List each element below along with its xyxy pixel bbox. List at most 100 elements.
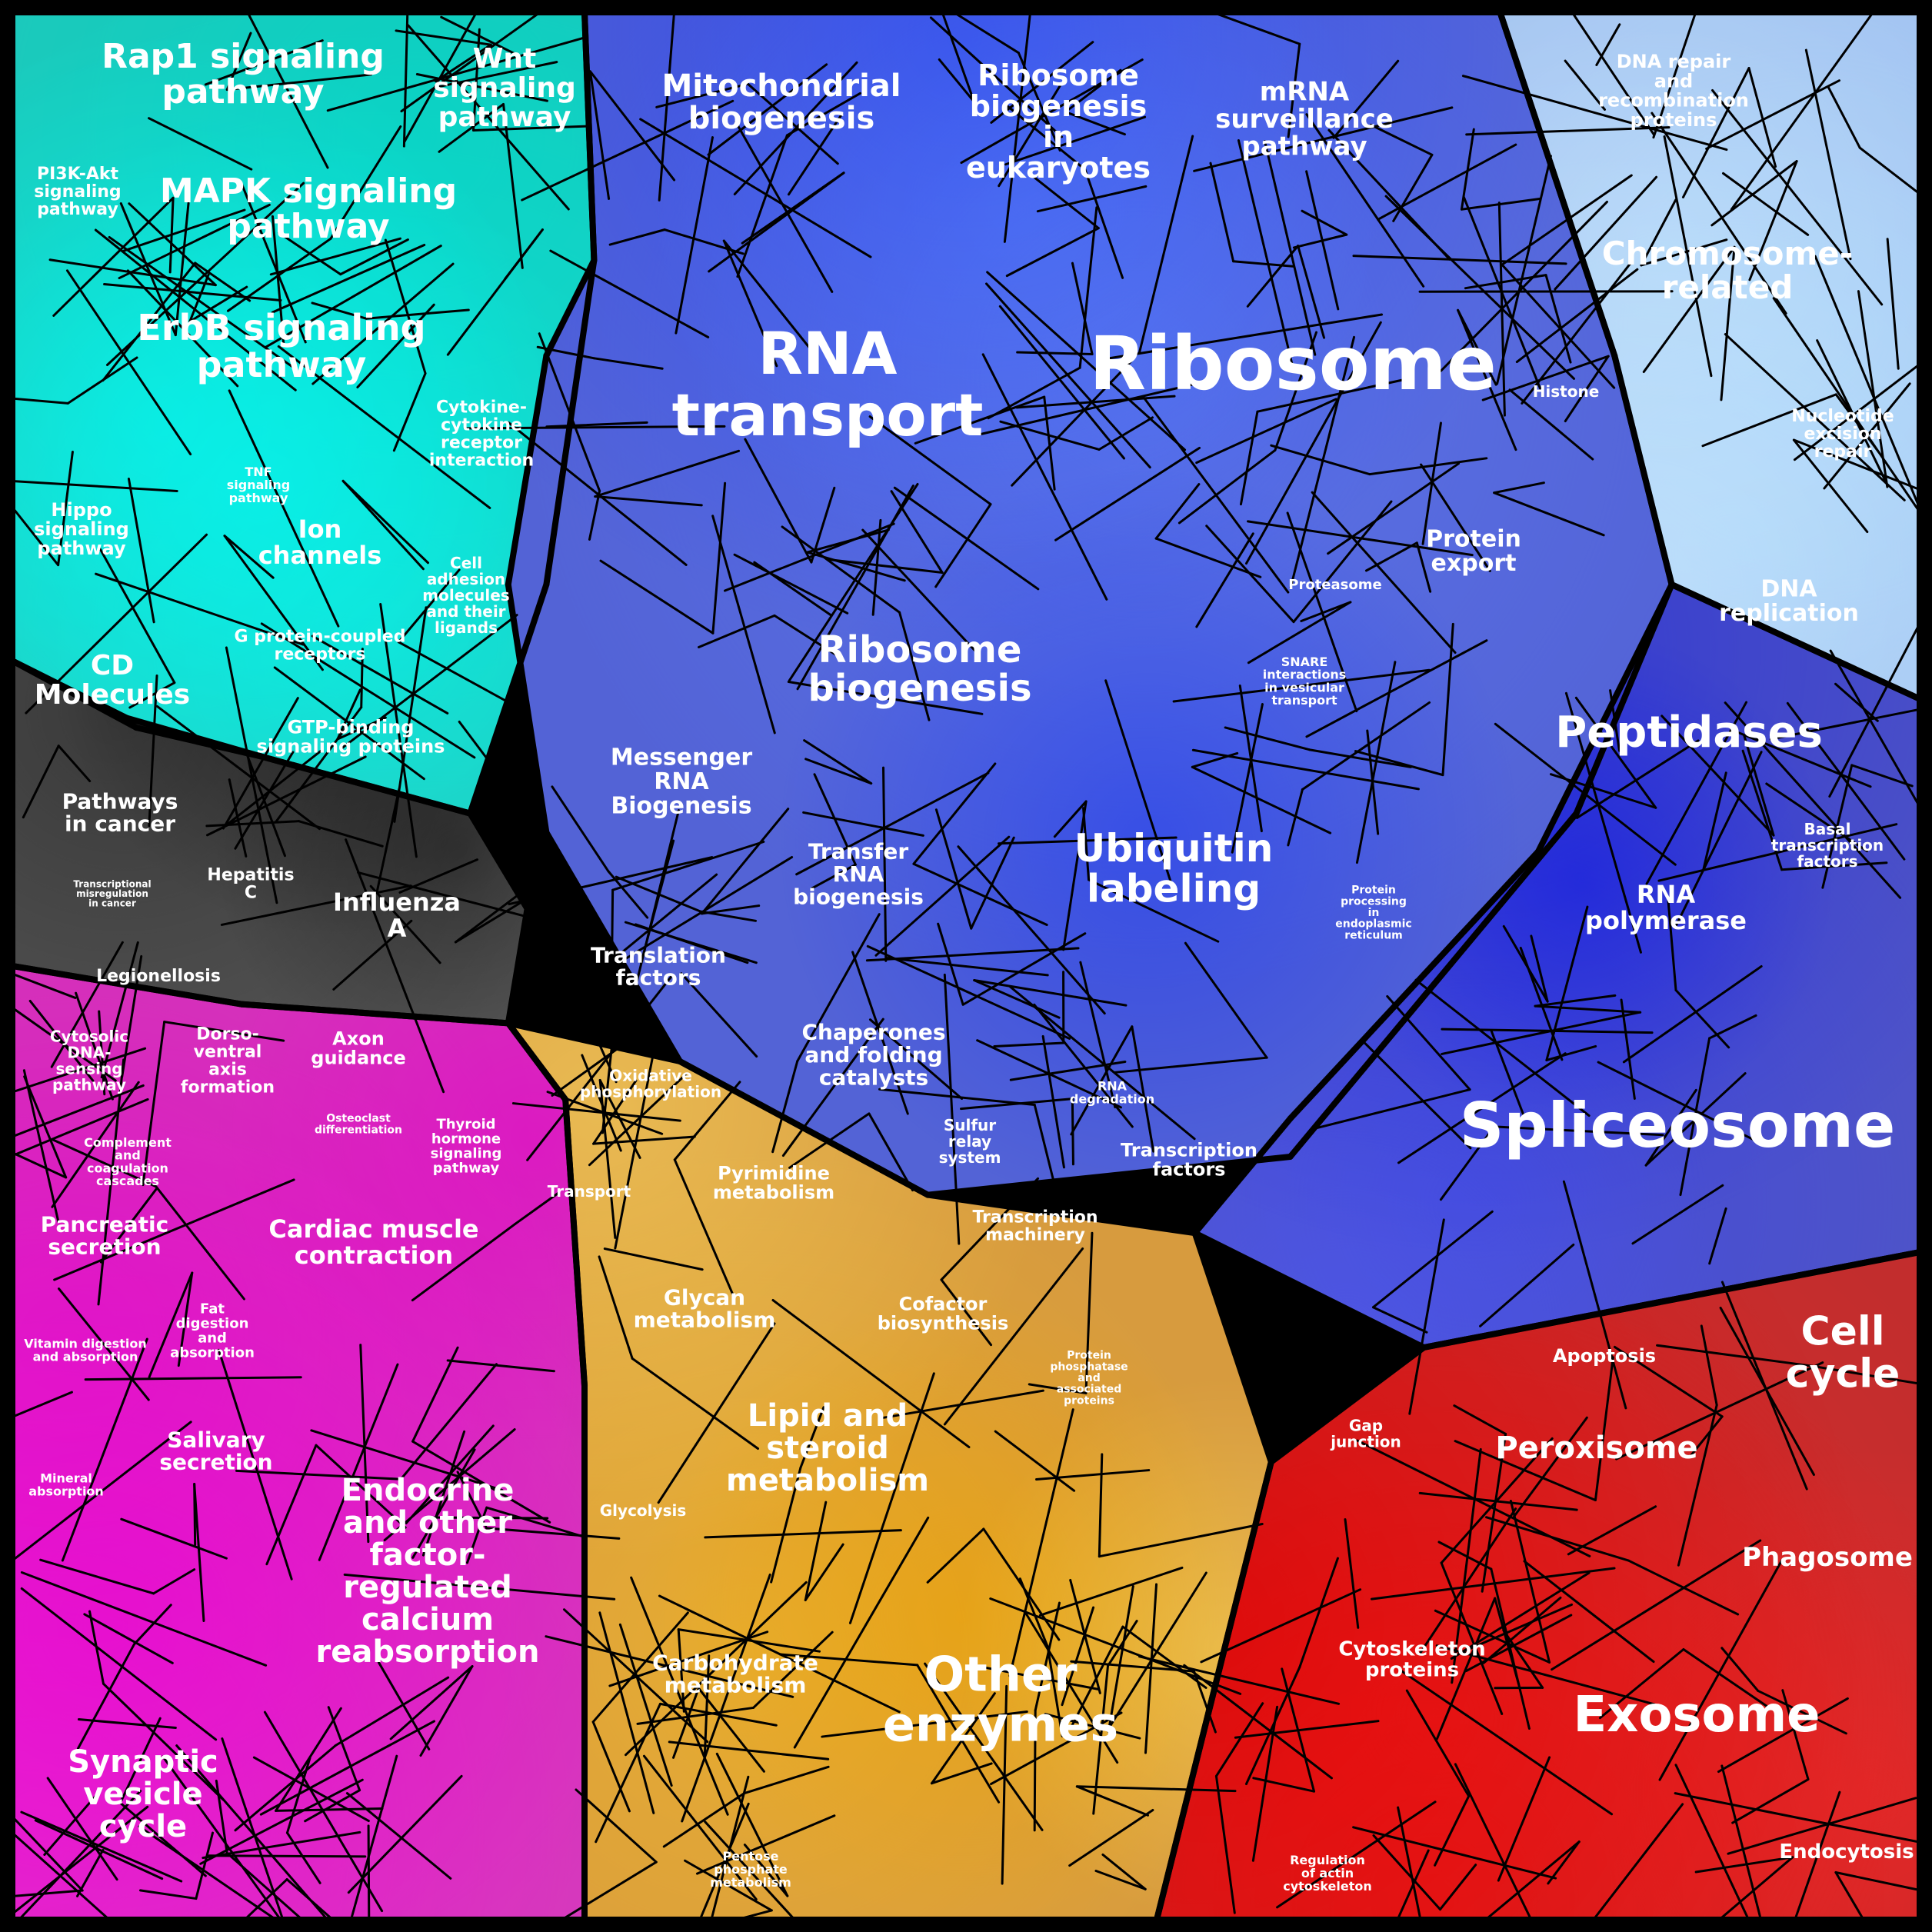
label-cell-cycle-5: proteins bbox=[1365, 1659, 1459, 1682]
label-physiology-4: hormone bbox=[431, 1131, 501, 1148]
label-physiology-0: pathway bbox=[52, 1076, 126, 1094]
label-rna-ribosome-12: endoplasmic bbox=[1335, 918, 1411, 931]
label-physiology-13: cycle bbox=[99, 1809, 187, 1844]
label-rna-ribosome-1: eukaryotes bbox=[966, 151, 1151, 185]
label-rna-ribosome-13: factors bbox=[616, 965, 701, 991]
label-rna-ribosome-9: RNA bbox=[654, 768, 709, 795]
label-signaling-11: CD bbox=[91, 650, 134, 681]
label-signaling-0: pathway bbox=[162, 72, 324, 112]
label-signaling-8: channels bbox=[258, 541, 382, 570]
label-rna-ribosome-12: reticulum bbox=[1344, 929, 1403, 941]
label-rna-ribosome-14: and folding bbox=[804, 1042, 942, 1068]
label-physiology-9: and absorption bbox=[33, 1349, 138, 1364]
label-rna-ribosome-2: surveillance bbox=[1215, 104, 1394, 135]
label-cell-cycle-1: Cell bbox=[1800, 1309, 1884, 1355]
label-physiology-11: absorption bbox=[28, 1484, 104, 1498]
label-metabolism-5: associated bbox=[1057, 1384, 1122, 1396]
label-rna-ribosome-2: mRNA bbox=[1260, 76, 1350, 107]
label-chromosome-dna-3: excision bbox=[1804, 425, 1881, 444]
overlay-svg: Rap1 signalingpathwayWntsignalingpathway… bbox=[12, 12, 1920, 1920]
label-physiology-2: Axon bbox=[332, 1028, 385, 1049]
label-signaling-7: Hippo bbox=[51, 499, 112, 521]
label-physiology-10: secretion bbox=[159, 1450, 272, 1475]
label-chromosome-dna-3: repair bbox=[1814, 442, 1872, 461]
label-metabolism-3: metabolism bbox=[634, 1307, 776, 1333]
label-rna-ribosome-16: system bbox=[939, 1148, 1001, 1167]
label-rna-ribosome-12: processing bbox=[1341, 895, 1407, 908]
label-metabolism-6: Lipid and bbox=[748, 1398, 908, 1434]
label-rna-ribosome-7: Ribosome bbox=[818, 628, 1022, 671]
label-cell-cycle-3: Peroxisome bbox=[1495, 1431, 1697, 1466]
label-disease-0: in cancer bbox=[65, 811, 175, 837]
label-disease-1: in cancer bbox=[88, 898, 136, 909]
label-chromosome-dna-4: replication bbox=[1719, 600, 1859, 627]
label-physiology-6: secretion bbox=[48, 1234, 161, 1260]
label-physiology-12: Endocrine bbox=[341, 1473, 515, 1508]
label-cell-cycle-2: junction bbox=[1330, 1433, 1401, 1451]
label-rna-ribosome-9: Messenger bbox=[611, 744, 752, 771]
label-physiology-1: ventral bbox=[194, 1042, 262, 1061]
label-signaling-6: Cytokine- bbox=[436, 398, 527, 417]
label-physiology-5: cascades bbox=[96, 1174, 159, 1188]
label-signaling-4: ErbB signaling bbox=[137, 307, 425, 348]
label-physiology-7: contraction bbox=[295, 1241, 453, 1270]
label-spliceosome-0: factors bbox=[1797, 852, 1857, 871]
label-spliceosome-1: RNA bbox=[1637, 880, 1695, 909]
label-rna-ribosome-12: Protein bbox=[1351, 884, 1396, 897]
label-cell-cycle-0: Apoptosis bbox=[1553, 1345, 1656, 1367]
label-metabolism-7: Glycolysis bbox=[600, 1501, 686, 1520]
label-signaling-6: receptor bbox=[441, 434, 522, 453]
label-signaling-1: pathway bbox=[438, 102, 571, 133]
label-physiology-13: vesicle bbox=[83, 1777, 202, 1812]
label-metabolism-5: Protein bbox=[1067, 1350, 1111, 1362]
label-metabolism-10: metabolism bbox=[710, 1875, 791, 1890]
label-signaling-2: PI3K-Akt bbox=[37, 165, 119, 184]
label-physiology-13: Synaptic bbox=[68, 1744, 218, 1780]
label-rna-ribosome-18: Transcription bbox=[972, 1208, 1098, 1227]
label-metabolism-5: proteins bbox=[1064, 1394, 1114, 1407]
label-signaling-5: pathway bbox=[229, 491, 288, 505]
label-rna-ribosome-10: Transfer bbox=[808, 839, 908, 864]
label-rna-ribosome-7: biogenesis bbox=[808, 667, 1031, 710]
label-physiology-12: regulated bbox=[343, 1570, 512, 1605]
label-chromosome-dna-0: DNA repair bbox=[1617, 51, 1731, 72]
label-cell-cycle-6: Exosome bbox=[1573, 1687, 1820, 1744]
label-physiology-8: absorption bbox=[170, 1344, 255, 1361]
label-chromosome-dna-0: proteins bbox=[1631, 109, 1717, 131]
label-signaling-4: pathway bbox=[197, 344, 367, 385]
label-metabolism-4: biosynthesis bbox=[878, 1313, 1009, 1334]
label-signaling-12: signaling proteins bbox=[257, 736, 445, 758]
label-physiology-6: Pancreatic bbox=[41, 1211, 168, 1237]
label-physiology-8: digestion bbox=[176, 1316, 249, 1332]
label-physiology-1: Dorso- bbox=[196, 1024, 259, 1044]
label-metabolism-8: metabolism bbox=[665, 1673, 807, 1698]
label-metabolism-5: and bbox=[1078, 1372, 1100, 1384]
label-metabolism-4: Cofactor bbox=[899, 1293, 988, 1314]
label-signaling-3: pathway bbox=[227, 207, 389, 246]
label-physiology-3: Osteoclast bbox=[326, 1113, 391, 1125]
label-rna-ribosome-6: Protein bbox=[1426, 525, 1521, 552]
label-rna-ribosome-0: Mitochondrial bbox=[661, 68, 901, 104]
label-rna-ribosome-5: Proteasome bbox=[1288, 577, 1381, 593]
label-metabolism-5: phosphatase bbox=[1050, 1361, 1128, 1373]
label-rna-ribosome-15: degradation bbox=[1070, 1091, 1154, 1106]
label-physiology-4: pathway bbox=[433, 1160, 500, 1176]
label-signaling-2: pathway bbox=[37, 200, 118, 219]
label-physiology-10: Salivary bbox=[167, 1427, 265, 1452]
label-signaling-1: Wnt bbox=[473, 43, 537, 75]
label-signaling-8: Ion bbox=[298, 515, 342, 544]
label-rna-ribosome-2: pathway bbox=[1241, 132, 1367, 162]
label-metabolism-9: Other bbox=[924, 1646, 1078, 1702]
label-metabolism-2: Pyrimidine bbox=[718, 1162, 830, 1184]
label-rna-ribosome-17: factors bbox=[1153, 1159, 1226, 1181]
label-chromosome-dna-2: Histone bbox=[1533, 382, 1600, 401]
label-cell-cycle-4: Phagosome bbox=[1742, 1542, 1913, 1573]
label-rna-ribosome-14: Chaperones bbox=[801, 1020, 945, 1045]
label-rna-ribosome-1: in bbox=[1043, 120, 1074, 154]
label-physiology-1: axis bbox=[208, 1061, 247, 1080]
label-signaling-1: signaling bbox=[433, 72, 576, 104]
label-physiology-4: Thyroid bbox=[436, 1117, 495, 1133]
label-signaling-0: Rap1 signaling bbox=[102, 37, 385, 76]
label-rna-ribosome-4: Ribosome bbox=[1089, 321, 1497, 407]
label-rna-ribosome-8: transport bbox=[1271, 693, 1337, 708]
